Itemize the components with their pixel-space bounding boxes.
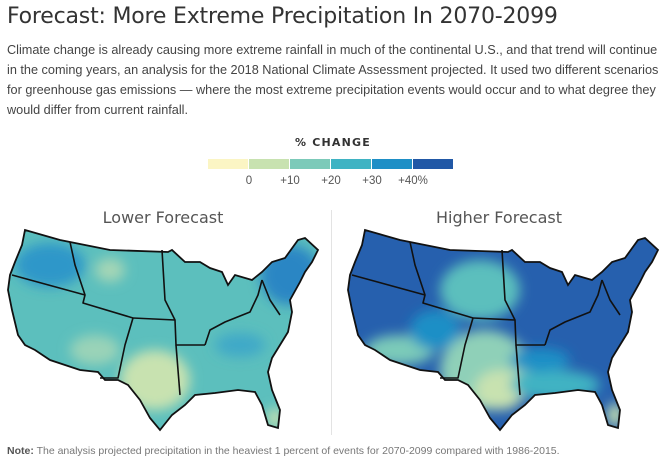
legend-tick: +40% xyxy=(398,175,428,187)
legend-swatch xyxy=(249,159,289,169)
page-title: Forecast: More Extreme Precipitation In … xyxy=(7,4,558,29)
higher-forecast-title: Higher Forecast xyxy=(436,208,562,227)
note-text: The analysis projected precipitation in … xyxy=(33,445,560,457)
legend-tick: +10 xyxy=(280,175,300,187)
legend-swatch xyxy=(331,159,371,169)
divider xyxy=(331,210,332,435)
legend-swatch xyxy=(208,159,248,169)
note: Note: The analysis projected precipitati… xyxy=(7,445,560,457)
legend-tick: +30 xyxy=(362,175,382,187)
legend-title: % CHANGE xyxy=(295,136,371,149)
description: Climate change is already causing more e… xyxy=(7,43,659,117)
lower-forecast-title: Lower Forecast xyxy=(102,208,224,227)
legend-color-bar xyxy=(208,159,453,169)
legend-swatch xyxy=(290,159,330,169)
legend-tick: 0 xyxy=(245,175,253,187)
legend-swatch xyxy=(413,159,453,169)
lower-forecast-map xyxy=(7,229,319,431)
legend-swatch xyxy=(372,159,412,169)
note-label: Note: xyxy=(7,445,34,457)
legend-tick: +20 xyxy=(321,175,341,187)
higher-forecast-map xyxy=(347,229,659,431)
